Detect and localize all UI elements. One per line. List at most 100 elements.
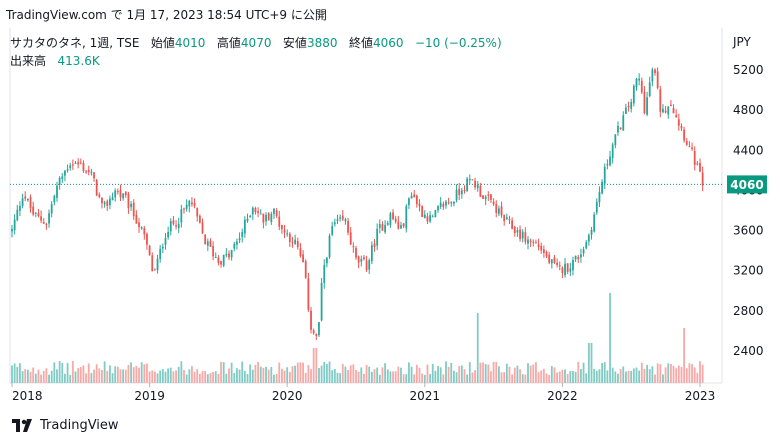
candle-body [198, 215, 201, 223]
volume-bar [37, 369, 40, 383]
candle-body [310, 310, 312, 330]
candle-body [561, 267, 564, 274]
volume-label: 出来高 [10, 54, 47, 68]
candle-body [143, 227, 146, 235]
candle-body [482, 195, 484, 199]
candle-body [95, 179, 98, 196]
candle-body [159, 248, 162, 259]
volume-bar [574, 371, 577, 383]
candle-body [421, 206, 424, 218]
volume-bar [505, 363, 508, 383]
volume-bar [450, 363, 453, 383]
candle-body [603, 166, 606, 184]
volume-bar [183, 370, 185, 383]
volume-bar [349, 365, 352, 383]
volume-bar [580, 368, 582, 383]
candle-body [325, 257, 328, 264]
volume-bar [294, 365, 297, 383]
volume-bar [659, 364, 662, 383]
candle-body [357, 256, 360, 263]
candle-body [265, 214, 267, 222]
candle-body [19, 206, 21, 211]
y-tick-label: 2400 [733, 344, 764, 358]
candle-body [42, 222, 45, 224]
candle-body [333, 222, 336, 225]
candle-body [360, 258, 363, 262]
candle-body [352, 246, 355, 248]
volume-bar [394, 371, 397, 383]
volume-bar [79, 367, 82, 383]
candle-body [251, 207, 254, 215]
candle-body [511, 220, 514, 229]
volume-bar [320, 365, 323, 383]
volume-bar [392, 371, 394, 383]
volume-bar [304, 372, 307, 383]
candle-body [394, 218, 397, 222]
volume-bar [357, 371, 360, 383]
tradingview-brand[interactable]: TradingView [12, 418, 119, 433]
candle-body [635, 78, 638, 88]
volume-bar [101, 370, 103, 383]
candle-body [217, 257, 220, 263]
volume-bar [34, 373, 37, 383]
candle-body [283, 229, 286, 233]
volume-bar [463, 369, 466, 383]
candle-body [415, 195, 418, 205]
volume-bar [130, 362, 132, 383]
volume-bar [376, 367, 379, 383]
candle-body [537, 244, 540, 248]
volume-bar [69, 374, 72, 383]
candle-body [241, 231, 244, 237]
candle-body [622, 115, 625, 131]
volume-bar [56, 369, 58, 383]
volume-bar [363, 373, 365, 383]
candle-body [167, 232, 170, 238]
candle-body [220, 261, 222, 265]
candle-body [664, 110, 667, 113]
x-tick-label: 2019 [134, 389, 165, 403]
volume-bar [429, 374, 431, 383]
volume-bar [500, 372, 503, 383]
y-tick-label: 3600 [733, 224, 764, 238]
candle-body [484, 196, 487, 200]
candle-body [48, 213, 50, 224]
volume-bar [333, 369, 336, 383]
candle-body [566, 263, 569, 272]
candle-body [77, 162, 80, 165]
candle-body [389, 213, 392, 225]
candle-body [249, 215, 252, 218]
volume-bar [397, 366, 400, 383]
candle-body [370, 245, 373, 262]
volume-bar [643, 369, 646, 383]
candle-body [460, 190, 463, 195]
volume-bar [259, 366, 262, 383]
volume-bar [177, 366, 180, 383]
volume-bar [561, 369, 564, 383]
brand-name: TradingView [40, 418, 119, 433]
candle-body [156, 258, 159, 271]
x-tick-label: 2021 [410, 389, 441, 403]
volume-bar [82, 365, 85, 383]
volume-bar [654, 374, 656, 383]
high-label: 高値 [216, 36, 241, 50]
volume-bar [196, 369, 199, 383]
candle-body [609, 156, 611, 166]
volume-bar [58, 361, 61, 383]
volume-bar [408, 362, 410, 383]
candle-body [524, 232, 527, 242]
volume-bar [386, 369, 389, 383]
candle-body [291, 241, 294, 243]
candle-body [447, 202, 450, 204]
candle-body [363, 257, 365, 260]
volume-bar [288, 371, 291, 383]
volume-bar [503, 372, 506, 383]
x-tick-label: 2022 [547, 389, 578, 403]
candle-body [675, 115, 678, 118]
tradingview-logo-icon [12, 419, 32, 432]
candle-body [246, 218, 249, 222]
y-tick-label: 2800 [733, 304, 764, 318]
volume-bar [103, 361, 106, 383]
candle-body [542, 249, 545, 254]
volume-bar [355, 369, 357, 383]
x-axis: 2018 2019 2020 2021 2022 2023 [11, 383, 715, 403]
